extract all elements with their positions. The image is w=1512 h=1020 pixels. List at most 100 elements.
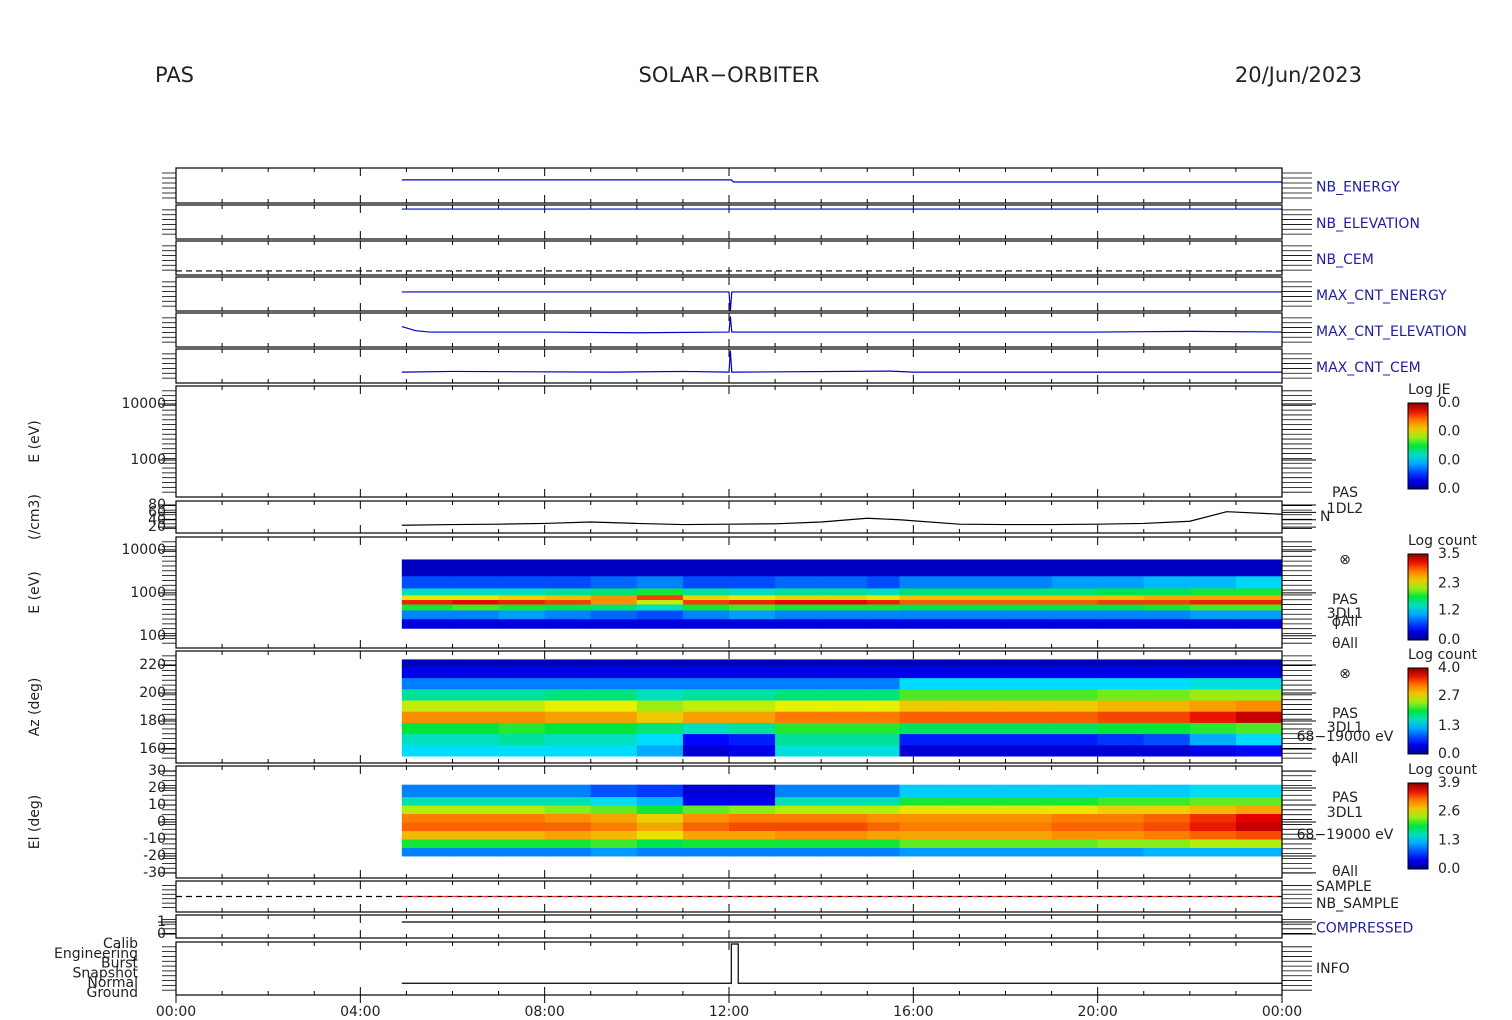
heatmap-cell	[498, 618, 546, 629]
y-axis-label: El (deg)	[27, 795, 43, 850]
heatmap-cell	[1097, 659, 1145, 667]
category-label: Calib	[103, 936, 138, 952]
heatmap-cell	[401, 733, 453, 746]
heatmap-cell	[1005, 838, 1053, 848]
heatmap-cell	[775, 599, 822, 605]
heatmap-cell	[498, 847, 546, 857]
heatmap-cell	[452, 677, 500, 690]
heatmap-cell	[867, 813, 901, 823]
annotation: N	[1320, 509, 1330, 525]
heatmap-cell	[1005, 559, 1053, 577]
heatmap-cell	[401, 838, 453, 848]
heatmap-cell	[899, 599, 960, 605]
heatmap-cell	[544, 796, 592, 806]
heatmap-cell	[821, 838, 868, 848]
data-line	[401, 350, 1282, 373]
heatmap-cell	[1189, 796, 1237, 806]
heatmap-cell	[1051, 796, 1099, 806]
heatmap-cell	[498, 659, 546, 667]
colorbar-tick-label: 1.3	[1438, 832, 1460, 848]
heatmap-cell	[821, 666, 868, 679]
heatmap-cell	[867, 618, 901, 629]
heatmap-cell	[544, 847, 592, 857]
category-label: Burst	[101, 956, 139, 972]
heatmap-cell	[1143, 609, 1191, 620]
heatmap-cell	[498, 688, 546, 701]
heatmap-cell	[867, 796, 901, 806]
heatmap-cell	[636, 700, 684, 712]
heatmap-cell	[899, 575, 960, 589]
heatmap-cell	[867, 677, 901, 690]
heatmap-cell	[1097, 822, 1145, 831]
category-label: Engineering	[54, 946, 138, 962]
heatmap-cell	[1097, 700, 1145, 712]
heatmap-cell	[498, 733, 546, 746]
heatmap-cell	[498, 711, 546, 723]
heatmap-cell	[899, 666, 960, 679]
heatmap-cell	[867, 784, 901, 798]
panel-frame	[175, 500, 1283, 534]
heatmap-cell	[636, 847, 684, 857]
heatmap-cell	[1005, 796, 1053, 806]
heatmap-cell	[899, 784, 960, 798]
heatmap-cell	[729, 805, 776, 815]
heatmap-cell	[1235, 805, 1283, 815]
heatmap-cell	[682, 796, 730, 806]
x-tick-label: 04:00	[340, 1004, 380, 1020]
heatmap-cell	[775, 711, 822, 723]
heatmap-cell	[729, 813, 776, 823]
heatmap-cell	[1051, 587, 1099, 596]
heatmap-cell	[1189, 559, 1237, 577]
heatmap-cell	[821, 813, 868, 823]
heatmap-cell	[775, 594, 822, 601]
heatmap-cell	[899, 609, 960, 620]
heatmap-cell	[498, 587, 546, 596]
heatmap-cell	[1051, 813, 1099, 823]
panel-frame	[175, 348, 1283, 384]
heatmap-cell	[452, 587, 500, 596]
heatmap-cell	[682, 604, 730, 611]
annotation: θAll	[1332, 864, 1358, 880]
annotation: PAS	[1332, 485, 1358, 501]
heatmap-cell	[821, 677, 868, 690]
heatmap-cell	[1051, 722, 1099, 735]
y-tick-label: -20	[143, 848, 166, 864]
heatmap-cell	[1189, 711, 1237, 723]
heatmap-cell	[682, 677, 730, 690]
heatmap-cell	[401, 796, 453, 806]
heatmap-cell	[1005, 659, 1053, 667]
heatmap-cell	[821, 594, 868, 601]
heatmap-cell	[1235, 796, 1283, 806]
heatmap-cell	[867, 688, 901, 701]
heatmap-cell	[775, 733, 822, 746]
colorbar-title: Log count	[1408, 647, 1477, 663]
series-label: NB_SAMPLE	[1316, 896, 1399, 912]
heatmap-cell	[1097, 618, 1145, 629]
heatmap-cell	[590, 796, 638, 806]
panel-frame	[175, 385, 1283, 498]
y-tick-label: 1000	[130, 585, 166, 601]
heatmap-cell	[1143, 559, 1191, 577]
heatmap-cell	[544, 618, 592, 629]
heatmap-cell	[544, 587, 592, 596]
heatmap-cell	[821, 805, 868, 815]
annotation: 1DL2	[1327, 501, 1363, 517]
heatmap-cell	[1051, 744, 1099, 757]
heatmap-cell	[1235, 599, 1283, 605]
heatmap-cell	[452, 599, 500, 605]
heatmap-cell	[452, 659, 500, 667]
heatmap-cell	[1189, 805, 1237, 815]
x-tick-label: 00:00	[156, 1004, 196, 1020]
heatmap-cell	[452, 604, 500, 611]
colorbar-tick-label: 0.0	[1438, 395, 1460, 411]
heatmap-cell	[1005, 847, 1053, 857]
heatmap-cell	[498, 805, 546, 815]
heatmap-cell	[1143, 838, 1191, 848]
heatmap-cell	[1235, 813, 1283, 823]
colorbar	[1407, 667, 1429, 755]
heatmap-cell	[1189, 700, 1237, 712]
heatmap-cell	[1097, 604, 1145, 611]
heatmap-cell	[1051, 700, 1099, 712]
heatmap-cell	[452, 796, 500, 806]
heatmap-cell	[959, 559, 1006, 577]
